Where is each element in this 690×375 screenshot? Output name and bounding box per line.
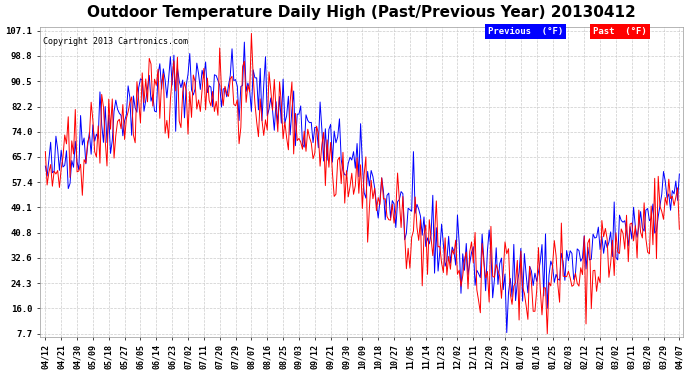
Title: Outdoor Temperature Daily High (Past/Previous Year) 20130412: Outdoor Temperature Daily High (Past/Pre… bbox=[87, 5, 636, 20]
Text: Copyright 2013 Cartronics.com: Copyright 2013 Cartronics.com bbox=[43, 37, 188, 46]
